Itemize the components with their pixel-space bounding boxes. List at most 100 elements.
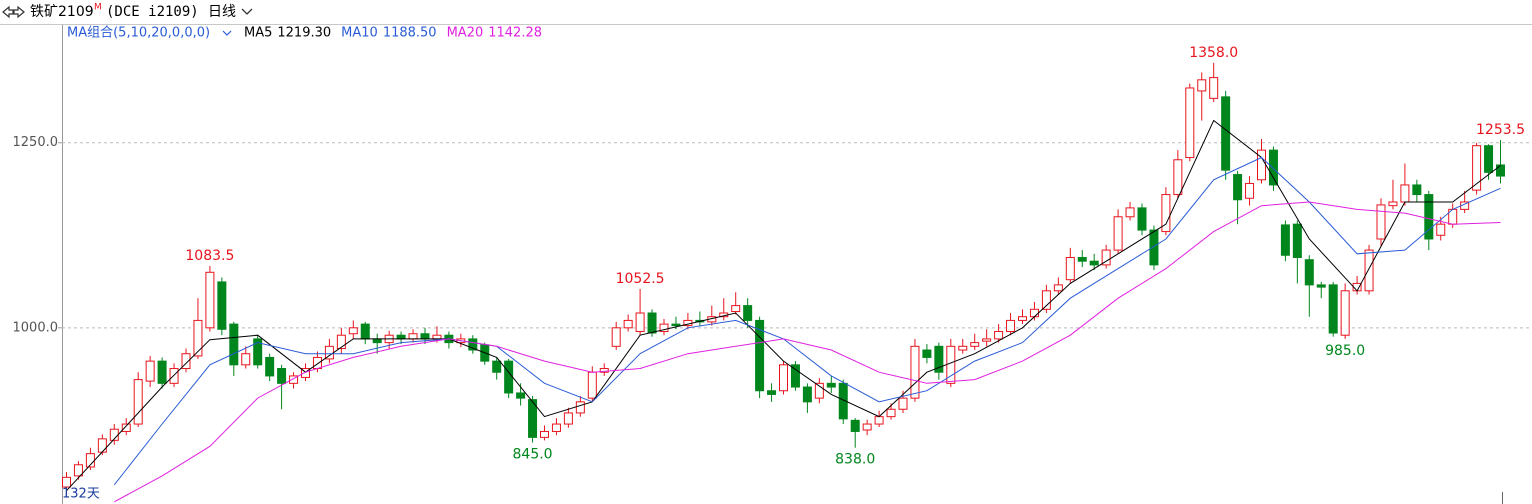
candle-body (1006, 319, 1016, 333)
ma-line (114, 201, 1501, 503)
candle-body (838, 382, 848, 420)
candle-body (289, 375, 299, 384)
period[interactable]: 日线 (208, 4, 236, 20)
candle-body (372, 338, 382, 344)
candle-body (420, 333, 430, 340)
ma-group[interactable]: MA组合(5,10,20,0,0,0) (67, 26, 210, 41)
period-dropdown[interactable] (241, 8, 253, 15)
candle-body (312, 356, 322, 370)
candle-body (1484, 145, 1494, 173)
arrows (2, 5, 25, 19)
candle-body (1412, 184, 1422, 196)
high-label: 1052.5 (616, 271, 665, 287)
candle-body (1280, 224, 1290, 256)
candle-body (1053, 284, 1063, 292)
candle-body (1149, 229, 1159, 266)
candle-body (1221, 96, 1231, 171)
candle-body (587, 371, 597, 399)
candle-body (1388, 201, 1398, 207)
candle-body (1029, 308, 1039, 318)
candle-body (1328, 284, 1338, 334)
y-tick-label: 1000.0 (13, 320, 59, 335)
high-label: 1083.5 (185, 248, 234, 264)
candle-body (958, 345, 968, 351)
candle-body (229, 323, 239, 366)
candle-body (157, 360, 167, 384)
candle-body (1376, 204, 1386, 240)
candle-body (910, 345, 920, 399)
candle-body (1257, 149, 1266, 181)
candle-body (635, 312, 645, 333)
candle-body (1125, 207, 1135, 218)
candle-body (862, 423, 872, 431)
candle-body (348, 327, 358, 335)
candle-body (575, 401, 585, 414)
candle-body (432, 334, 442, 340)
candle-body (551, 423, 561, 432)
candle-body (396, 334, 406, 340)
candle-body (1304, 259, 1314, 286)
candle-body (886, 408, 896, 418)
candle-body (217, 281, 227, 330)
legend-name: MA20 (447, 26, 484, 41)
candle-body (1245, 182, 1255, 199)
high-label: 1253.5 (1476, 122, 1525, 138)
candle-body (982, 338, 992, 342)
candle-body (1316, 284, 1326, 288)
candle-body (874, 416, 884, 425)
candle-body (826, 382, 836, 388)
candle-body (1185, 87, 1195, 159)
candle-body (133, 379, 143, 425)
title-sup: M (94, 3, 102, 13)
candle-body (336, 334, 346, 350)
low-label: 838.0 (835, 452, 875, 468)
candle-body (277, 368, 287, 384)
low-label: 985.0 (1325, 343, 1365, 359)
candle-body (814, 382, 824, 399)
nav-icon[interactable] (2, 5, 25, 19)
candle-body (1113, 216, 1123, 251)
candle-body (659, 323, 669, 333)
candle-body (253, 338, 263, 366)
candle-body (1472, 145, 1482, 191)
candle-body (563, 412, 573, 425)
candle-body (1436, 223, 1446, 236)
candle-body (1400, 184, 1410, 203)
candle-body (265, 356, 275, 377)
candle-body (1496, 164, 1505, 177)
candle-body (922, 349, 932, 358)
candle-body (205, 271, 215, 329)
candle-body (790, 364, 800, 388)
title: 铁矿2109 (30, 4, 94, 20)
candle-body (802, 386, 812, 403)
candle-body (97, 438, 107, 453)
candle-body (540, 430, 549, 438)
candle-body (360, 323, 370, 340)
candle-body (516, 392, 526, 399)
legend-name: MA10 (341, 26, 378, 41)
candle-body (1268, 149, 1278, 186)
candle-body (528, 399, 538, 438)
candle-body (611, 327, 621, 347)
candle-body (767, 390, 777, 395)
candle-body (73, 464, 83, 477)
ma-dropdown[interactable] (222, 30, 232, 36)
candle-body (970, 342, 980, 347)
candle-body (492, 360, 502, 373)
candle-body (241, 353, 251, 366)
candle-body (1018, 316, 1027, 321)
candle-body (850, 419, 860, 432)
candle-body (504, 360, 514, 394)
candle-body (1101, 249, 1111, 266)
candle-body (169, 368, 179, 384)
candle-body (1065, 256, 1075, 281)
subtitle: (DCE i2109) (106, 4, 199, 20)
candle-body (408, 333, 418, 340)
legend-value: 1142.28 (488, 26, 542, 41)
candle-body (743, 305, 753, 321)
candle-body (1209, 77, 1219, 99)
candle-body (731, 305, 741, 313)
candle-body (599, 368, 609, 373)
candle-body (934, 345, 944, 373)
